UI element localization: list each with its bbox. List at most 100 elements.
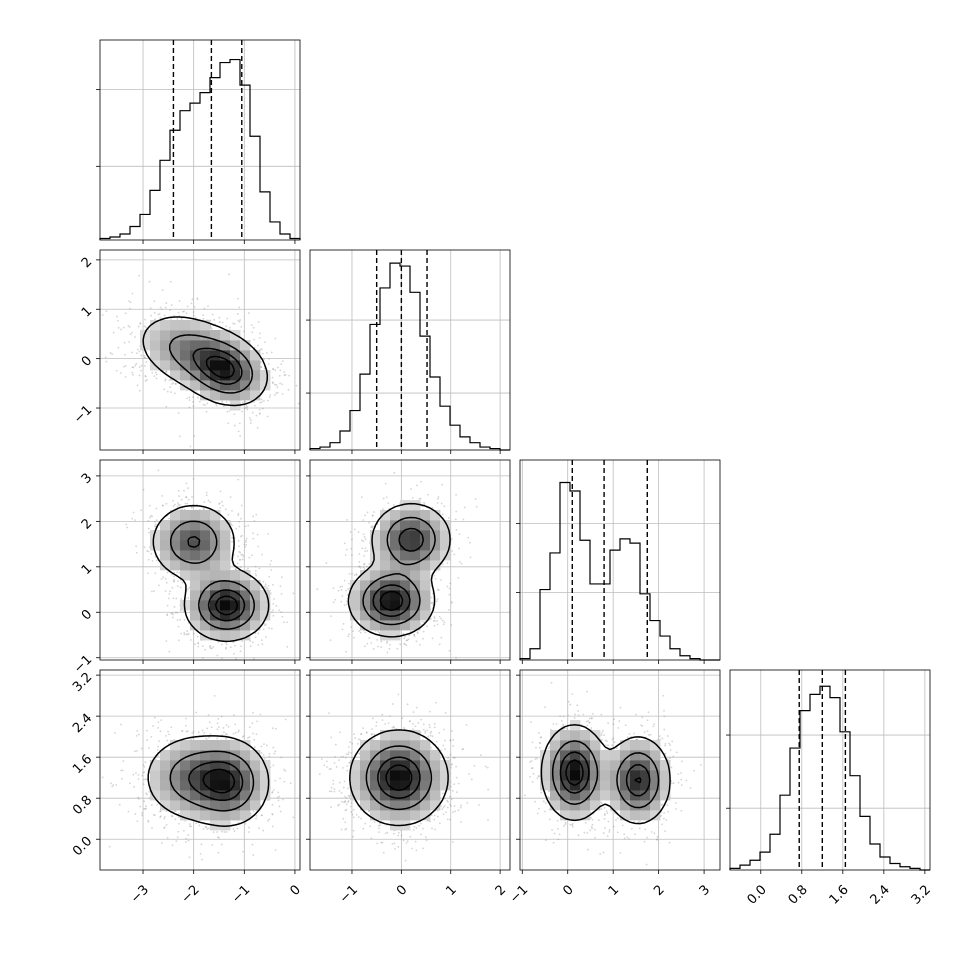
scatter-point xyxy=(195,711,198,714)
density-cell xyxy=(190,780,201,791)
scatter-point xyxy=(108,845,111,848)
density-cell xyxy=(220,390,231,401)
scatter-point xyxy=(190,825,192,828)
scatter-point xyxy=(177,625,180,628)
density-cell xyxy=(240,760,251,771)
scatter-point xyxy=(163,827,165,830)
scatter-point xyxy=(229,496,232,499)
scatter-point xyxy=(173,575,175,578)
scatter-point xyxy=(162,576,165,578)
scatter-point xyxy=(282,798,284,801)
density-contours xyxy=(147,735,270,827)
scatter-point xyxy=(208,645,211,648)
scatter-point xyxy=(269,592,272,595)
scatter-point xyxy=(191,298,194,301)
scatter-point xyxy=(210,726,213,729)
scatter-point xyxy=(248,826,250,829)
density-cell xyxy=(240,390,251,401)
scatter-point xyxy=(268,575,271,578)
scatter-point xyxy=(165,370,168,373)
scatter-point xyxy=(159,730,162,733)
scatter-point xyxy=(171,844,174,847)
density-cell xyxy=(210,390,221,401)
scatter-point xyxy=(157,727,160,729)
scatter-point xyxy=(95,344,97,346)
density-cell xyxy=(170,540,181,551)
density-cell xyxy=(210,630,221,641)
scatter-point xyxy=(258,408,261,411)
scatter-point xyxy=(232,828,235,830)
scatter-point xyxy=(164,378,167,381)
scatter-point xyxy=(158,740,160,743)
scatter-point xyxy=(188,586,191,589)
histogram-step-line xyxy=(729,685,930,871)
scatter-point xyxy=(170,318,172,320)
scatter-point xyxy=(247,567,249,570)
panel-frame xyxy=(99,459,301,661)
scatter-point xyxy=(272,789,275,791)
density-cell xyxy=(230,370,241,381)
scatter-point xyxy=(263,358,265,361)
scatter-point xyxy=(205,494,208,497)
density-cell xyxy=(220,330,231,341)
scatter-point xyxy=(138,389,141,392)
scatter-point xyxy=(177,502,179,505)
density-cell xyxy=(180,560,191,571)
density-cell xyxy=(260,780,271,791)
scatter-point xyxy=(144,326,147,329)
scatter-point xyxy=(67,276,69,278)
scatter-point xyxy=(105,310,108,313)
scatter-point xyxy=(131,351,134,354)
scatter-point xyxy=(171,586,174,589)
scatter-point xyxy=(197,642,200,644)
scatter-point xyxy=(258,827,260,830)
scatter-point xyxy=(226,410,229,413)
density-cell xyxy=(190,380,201,391)
scatter-point xyxy=(145,807,148,810)
scatter-point xyxy=(250,324,253,326)
scatter-point xyxy=(262,754,265,756)
scatter-point xyxy=(219,490,222,493)
scatter-point xyxy=(268,755,271,758)
scatter-point xyxy=(120,769,123,772)
scatter-point xyxy=(134,336,136,338)
scatter-point xyxy=(153,520,156,523)
scatter-point xyxy=(165,810,168,813)
x-tick-label: 3.2 xyxy=(909,882,934,907)
scatter-point xyxy=(264,585,267,588)
scatter-point xyxy=(231,540,234,543)
scatter-point xyxy=(271,791,273,794)
scatter-point xyxy=(225,831,228,833)
scatter-point xyxy=(191,496,193,498)
density-cell xyxy=(230,630,241,641)
scatter-point xyxy=(260,745,263,748)
scatter-point xyxy=(109,352,112,354)
scatter-point xyxy=(155,377,158,380)
density-cell xyxy=(190,360,201,371)
scatter-point xyxy=(255,513,258,516)
scatter-point xyxy=(192,478,195,480)
scatter-point xyxy=(236,297,239,300)
density-cell xyxy=(230,580,241,591)
scatter-point xyxy=(135,734,138,737)
scatter-point xyxy=(260,366,263,369)
scatter-point xyxy=(248,736,251,738)
density-cell xyxy=(150,770,161,781)
density-cell xyxy=(210,550,221,561)
scatter-point xyxy=(151,559,154,562)
scatter-point xyxy=(238,550,241,553)
scatter-point xyxy=(187,487,189,489)
scatter-point xyxy=(135,772,137,774)
density-cell xyxy=(200,340,211,351)
density-cell xyxy=(220,760,231,771)
density-cell xyxy=(170,740,181,751)
scatter-point xyxy=(237,319,240,322)
scatter-point xyxy=(246,408,249,411)
scatter-point xyxy=(280,611,283,613)
scatter-point xyxy=(226,733,228,736)
scatter-point xyxy=(197,731,200,734)
y-tick-label: 2 xyxy=(79,255,95,271)
scatter-point xyxy=(144,808,147,810)
scatter-point xyxy=(141,774,144,777)
scatter-point xyxy=(150,314,153,317)
